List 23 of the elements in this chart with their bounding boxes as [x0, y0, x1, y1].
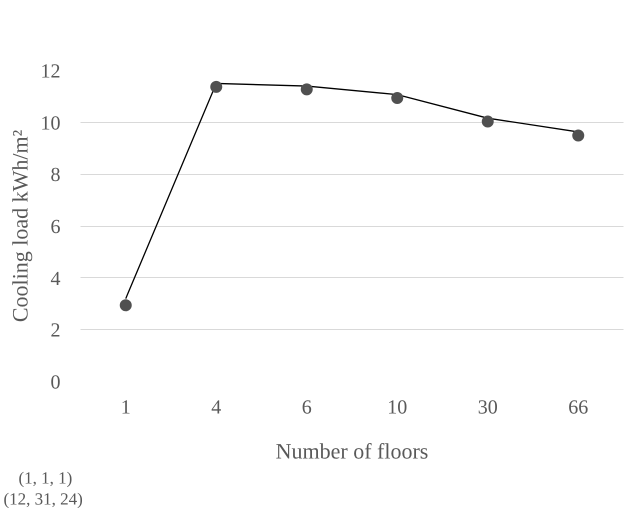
- x-tick-label: 30: [478, 396, 498, 418]
- y-tick-label: 4: [50, 268, 60, 290]
- text: (1, 1, 1): [18, 468, 72, 488]
- point: [572, 130, 584, 142]
- y-tick-label: 12: [40, 60, 60, 82]
- y-tick-label: 0: [50, 372, 60, 394]
- point: [391, 92, 404, 104]
- x-tick-label: 10: [387, 396, 408, 418]
- y-tick-label: 8: [50, 164, 60, 186]
- point: [120, 299, 132, 312]
- x-axis-title: Number of floors: [276, 438, 428, 464]
- y-tick-label: 6: [50, 216, 60, 238]
- y-tick-label: 10: [40, 112, 60, 134]
- x-tick-label: 66: [568, 396, 588, 418]
- point: [300, 83, 313, 96]
- point: [210, 80, 222, 93]
- x-tick-label: 1: [120, 396, 131, 418]
- y-axis-title: Cooling load kWh/m²: [8, 129, 32, 322]
- x-tick-label: 6: [302, 396, 312, 418]
- x-tick-label: 4: [211, 396, 222, 418]
- text: (12, 31, 24): [4, 490, 83, 508]
- point: [482, 116, 494, 128]
- y-tick-label: 2: [50, 320, 60, 342]
